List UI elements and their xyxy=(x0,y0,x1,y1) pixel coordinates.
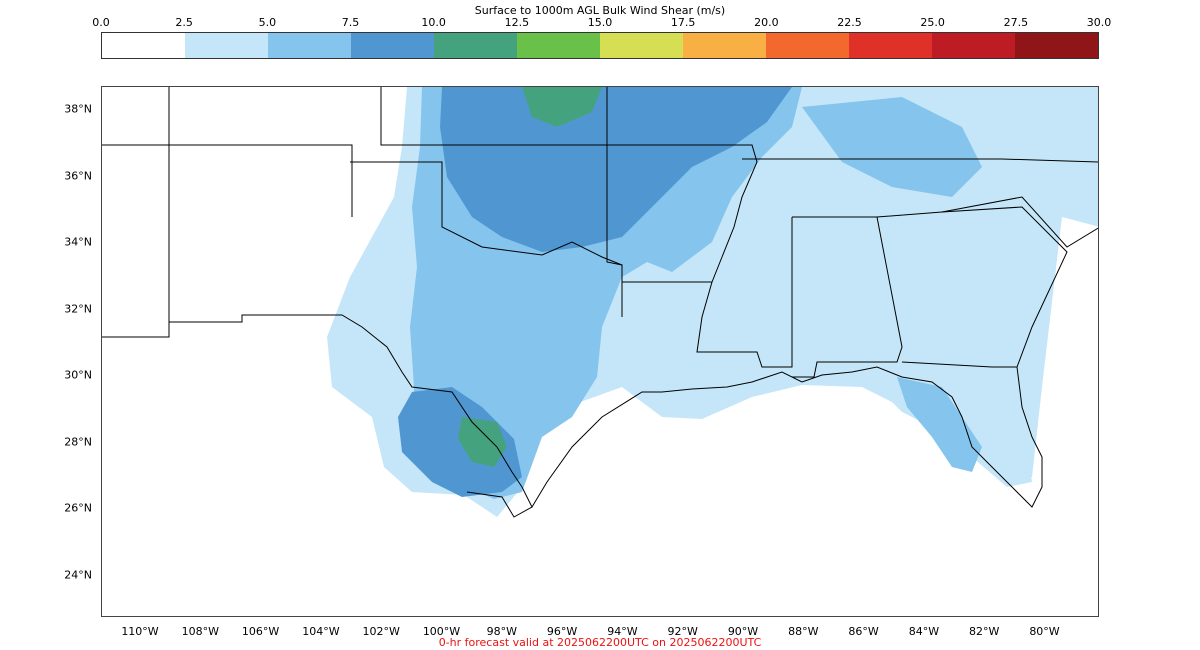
colorbar-tick-label: 30.0 xyxy=(1086,16,1112,29)
colorbar-segment xyxy=(932,33,1015,58)
longitude-label: 96°W xyxy=(546,625,578,638)
colorbar-title: Surface to 1000m AGL Bulk Wind Shear (m/… xyxy=(474,4,726,17)
field-teal-north xyxy=(522,87,602,127)
colorbar-tick-label: 0.0 xyxy=(92,16,110,29)
longitude-label: 84°W xyxy=(908,625,940,638)
longitude-label: 110°W xyxy=(121,625,159,638)
colorbar-segment xyxy=(434,33,517,58)
longitude-label: 92°W xyxy=(667,625,698,638)
border-texas-panhandle xyxy=(350,161,623,317)
longitude-label: 100°W xyxy=(422,625,461,638)
colorbar-segment xyxy=(849,33,932,58)
longitude-label: 102°W xyxy=(362,625,400,638)
latitude-label: 36°N xyxy=(64,169,92,182)
colorbar-tick-label: 5.0 xyxy=(258,16,277,29)
colorbar xyxy=(101,32,1099,59)
latitude-label: 28°N xyxy=(64,435,92,448)
latitude-label: 32°N xyxy=(64,302,92,315)
longitude-label: 90°W xyxy=(727,625,759,638)
field-kansas-oklahoma xyxy=(440,87,792,252)
colorbar-segment xyxy=(683,33,766,58)
forecast-valid-text: 0-hr forecast valid at 2025062200UTC on … xyxy=(438,636,762,649)
colorbar-segment xyxy=(517,33,600,58)
border-arkansas xyxy=(606,144,758,283)
longitude-label: 82°W xyxy=(969,625,1000,638)
colorbar-segment xyxy=(1015,33,1098,58)
latitude-label: 26°N xyxy=(64,501,92,515)
boundaries xyxy=(102,87,1098,518)
colorbar-tick-label: 2.5 xyxy=(175,16,193,29)
map-svg xyxy=(102,87,1098,518)
colorbar-tick-label: 12.5 xyxy=(504,16,530,29)
border-georgia xyxy=(876,206,1068,368)
map-panel xyxy=(101,86,1099,617)
field-teal-south xyxy=(458,417,507,467)
colorbar-tick-label: 27.5 xyxy=(1003,16,1029,29)
colorbar-segment xyxy=(185,33,268,58)
colorbar-segment xyxy=(351,33,434,58)
longitude-label: 98°W xyxy=(486,625,517,638)
longitude-label: 80°W xyxy=(1029,625,1060,638)
colorbar-tick-label: 17.5 xyxy=(670,16,696,29)
shear-field-teal xyxy=(458,87,602,467)
colorbar-tick-label: 22.5 xyxy=(837,16,862,29)
field-east-patches xyxy=(802,97,982,197)
border-mississippi xyxy=(696,217,793,368)
border-carolinas xyxy=(941,196,1098,248)
latitude-label: 30°N xyxy=(64,368,92,382)
latitude-label: 34°N xyxy=(64,235,92,249)
coast-gulf xyxy=(531,366,1043,508)
colorbar-tick-label: 7.5 xyxy=(341,16,360,29)
longitude-label: 104°W xyxy=(302,625,340,638)
field-gulf-patch xyxy=(897,377,982,472)
latitude-label: 24°N xyxy=(64,568,92,581)
colorbar-tick-label: 15.0 xyxy=(587,16,613,29)
longitude-label: 88°W xyxy=(788,625,819,638)
longitude-label: 86°W xyxy=(848,625,879,638)
latitude-label: 38°N xyxy=(64,102,92,116)
colorbar-tick-label: 25.0 xyxy=(920,16,945,29)
colorbar-segment xyxy=(102,33,185,58)
border-oklahoma-kansas xyxy=(380,87,608,146)
longitude-label: 108°W xyxy=(181,625,219,638)
border-colorado-nm xyxy=(102,144,353,217)
colorbar-segment xyxy=(600,33,683,58)
longitude-label: 106°W xyxy=(241,625,280,638)
colorbar-segment xyxy=(268,33,351,58)
colorbar-segment xyxy=(766,33,849,58)
colorbar-tick-label: 20.0 xyxy=(754,16,779,29)
border-tn-ky xyxy=(742,158,1098,163)
longitude-label: 94°W xyxy=(607,625,638,638)
colorbar-tick-label: 10.0 xyxy=(421,16,446,29)
